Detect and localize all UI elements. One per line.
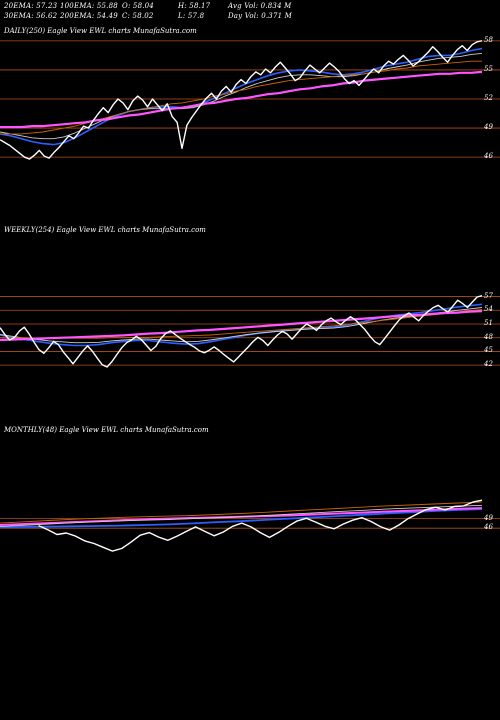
series-ema200-line [0,70,483,129]
series-ema100-line [0,60,482,135]
series-ema30-line [0,52,483,140]
y-tick-label: 55 [484,64,493,73]
hdr-200ema: 200EMA: 54.49 [60,12,118,20]
y-tick-label: 52 [484,94,493,102]
y-tick-label: 57 [484,291,493,300]
hdr-100ema: 100EMA: 55.88 [60,2,118,10]
series-ema_orange-line [0,501,483,524]
hdr-close: C: 58.02 [122,12,154,20]
hdr-open: O: 58.04 [122,2,154,10]
y-tick-label: 42 [484,360,493,369]
series-ema20-line [0,303,483,347]
series-price-line [0,40,483,160]
hdr-avgvol: Avg Vol: 0.834 M [228,2,292,10]
y-tick-label: 49 [484,123,493,132]
series-price-line [0,295,483,368]
y-tick-label: 48 [484,332,493,341]
series-ema200-line [0,310,483,342]
series-ema20-line [0,47,483,146]
monthly-chart-title: MONTHLY(48) Eagle View EWL charts Munafa… [4,426,209,434]
hdr-dayvol: Day Vol: 0.371 M [228,12,293,20]
y-tick-label: 54 [484,305,493,314]
series-price-line [38,499,483,552]
y-tick-label: 51 [484,319,493,327]
y-tick-label: 46 [484,152,493,161]
series-ema_grey-line [0,504,483,528]
hdr-low: L: 57.8 [178,12,205,20]
series-ema_blue-line [0,508,483,529]
weekly-chart-title: WEEKLY(254) Eagle View EWL charts Munafa… [4,226,206,234]
daily-chart-title: DAILY(250) Eagle View EWL charts MunafaS… [4,27,197,35]
hdr-20ema: 20EMA: 57.23 [4,2,58,10]
y-tick-label: 46 [484,523,493,532]
hdr-30ema: 30EMA: 56.62 [4,12,58,20]
y-tick-label: 58 [484,35,493,44]
hdr-high: H: 58.17 [178,2,211,10]
y-tick-label: 49 [484,513,493,522]
y-tick-label: 45 [484,346,493,355]
